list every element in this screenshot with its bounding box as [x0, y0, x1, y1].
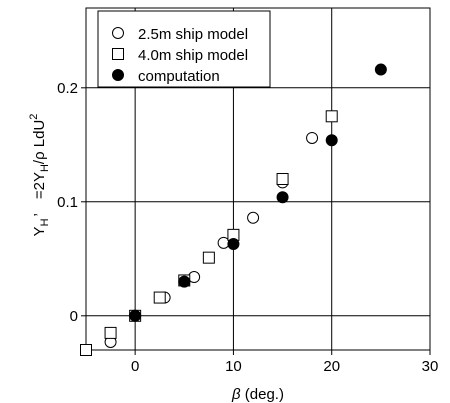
series-computation	[129, 63, 387, 322]
legend-box	[97, 10, 271, 88]
data-point-square	[202, 251, 215, 264]
data-point-square	[325, 110, 338, 123]
y-tick-label: 0	[70, 308, 78, 325]
data-point-square	[104, 326, 117, 339]
data-point-filled-circle	[227, 237, 240, 250]
legend-marker-4.0m-ship-model	[112, 48, 124, 60]
data-point-square	[80, 344, 92, 356]
y-axis-label-prime: ’	[31, 213, 48, 216]
x-tick-label: 20	[323, 358, 340, 375]
x-tick-label: 0	[131, 358, 139, 375]
data-point-filled-circle	[374, 63, 387, 76]
legend-marker-computation	[112, 69, 124, 81]
data-point-filled-circle	[129, 309, 142, 322]
y-axis-label-sub: H	[39, 218, 51, 226]
y-axis-label-sup: 2	[28, 114, 40, 120]
legend: 2.5m ship model 4.0m ship model computat…	[97, 10, 271, 88]
legend-label-4.0m-ship-model: 4.0m ship model	[138, 47, 248, 64]
y-axis-label-rest: =2Y	[31, 172, 48, 199]
data-point-filled-circle	[276, 191, 289, 204]
data-point-open-circle	[247, 211, 260, 224]
y-axis-label-rest2: /ρ LdU	[31, 120, 48, 164]
data-point-filled-circle	[325, 134, 338, 147]
legend-label-2.5m-ship-model: 2.5m ship model	[138, 26, 248, 43]
y-ticks: 0 0.1 0.2	[57, 80, 86, 325]
x-tick-label: 30	[422, 358, 439, 375]
plot-frame	[85, 7, 431, 351]
x-axis-label-unit: (deg.)	[241, 386, 284, 403]
y-axis-label-main: Y	[31, 226, 48, 236]
data-point-filled-circle	[178, 275, 191, 288]
y-axis-label: YH’=2YH/ρ LdU2	[28, 114, 51, 237]
series-4.0m-ship-model	[80, 110, 338, 356]
data-point-square	[276, 173, 289, 185]
legend-marker-2.5m-ship-model	[112, 27, 124, 39]
y-tick-label: 0.1	[57, 194, 78, 211]
y-axis-label-sub2: H	[39, 164, 51, 172]
y-tick-label: 0.2	[57, 80, 78, 97]
x-ticks: 0 10 20 30	[131, 350, 438, 375]
data-point-open-circle	[306, 131, 319, 144]
x-axis-label: β (deg.)	[231, 386, 284, 403]
legend-label-computation: computation	[138, 68, 220, 85]
data-points	[80, 63, 387, 356]
data-point-square	[153, 291, 166, 304]
x-tick-label: 10	[225, 358, 242, 375]
y-axis-label-group: YH’=2YH/ρ LdU2	[28, 114, 51, 237]
x-axis-label-symbol: β	[231, 386, 241, 403]
